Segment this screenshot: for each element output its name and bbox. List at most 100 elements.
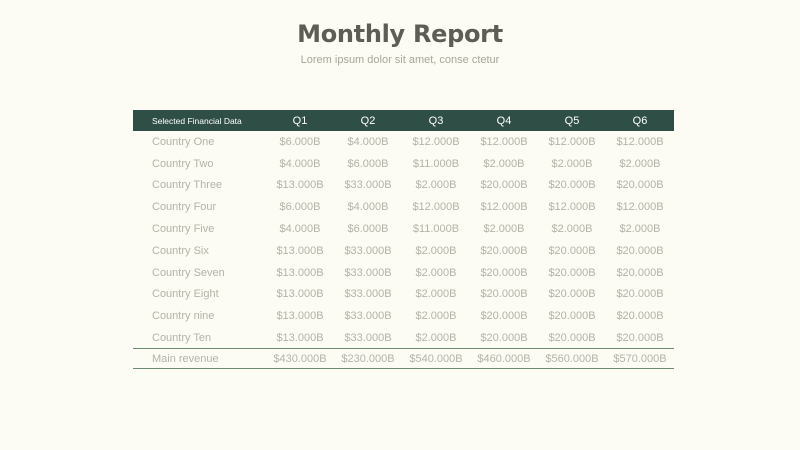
table-cell: $2.000B bbox=[415, 179, 457, 192]
table-cell: $6.000B bbox=[279, 135, 321, 148]
table-cell: $2.000B bbox=[551, 223, 593, 236]
table-cell: $2.000B bbox=[415, 266, 457, 279]
table-cell: $33.000B bbox=[344, 331, 392, 344]
table-cell: $20.000B bbox=[616, 288, 664, 301]
column-header-q3: Q3 bbox=[428, 114, 444, 127]
table-cell: $2.000B bbox=[483, 157, 525, 170]
table-cell: $33.000B bbox=[344, 179, 392, 192]
footer-cell: $430.000B bbox=[273, 352, 327, 365]
table-cell: $2.000B bbox=[415, 244, 457, 257]
table-cell: $20.000B bbox=[548, 244, 596, 257]
table-cell: $2.000B bbox=[619, 157, 661, 170]
table-cell: $33.000B bbox=[344, 266, 392, 279]
table-cell: $4.000B bbox=[347, 201, 389, 214]
table-body: Country One $6.000B $4.000B $12.000B $12.000… bbox=[133, 131, 674, 349]
table-cell: $13.000B bbox=[276, 288, 324, 301]
row-label: Country Six bbox=[152, 244, 209, 257]
column-header-q6: Q6 bbox=[632, 114, 648, 127]
table-cell: $6.000B bbox=[279, 201, 321, 214]
table-cell: $13.000B bbox=[276, 310, 324, 323]
row-label: Country nine bbox=[152, 310, 215, 323]
footer-cell: $560.000B bbox=[545, 352, 599, 365]
table-cell: $20.000B bbox=[480, 179, 528, 192]
table-cell: $6.000B bbox=[347, 157, 389, 170]
row-label: Country One bbox=[152, 135, 215, 148]
table-cell: $20.000B bbox=[480, 266, 528, 279]
table-cell: $6.000B bbox=[347, 223, 389, 236]
table-cell: $2.000B bbox=[415, 288, 457, 301]
row-label: Country Eight bbox=[152, 288, 219, 301]
table-cell: $12.000B bbox=[412, 135, 460, 148]
table-cell: $12.000B bbox=[480, 201, 528, 214]
table-cell: $2.000B bbox=[619, 223, 661, 236]
footer-cell: $540.000B bbox=[409, 352, 463, 365]
table-cell: $2.000B bbox=[415, 331, 457, 344]
table-row: Country Ten $13.000B $33.000B $2.000B $20.00… bbox=[133, 327, 674, 349]
table-cell: $20.000B bbox=[548, 310, 596, 323]
table-cell: $20.000B bbox=[548, 179, 596, 192]
row-label: Country Four bbox=[152, 201, 217, 214]
table-cell: $4.000B bbox=[279, 223, 321, 236]
table-cell: $20.000B bbox=[616, 266, 664, 279]
table-row: Country Four $6.000B $4.000B $12.000B $12.00… bbox=[133, 196, 674, 218]
table-cell: $20.000B bbox=[480, 244, 528, 257]
table-cell: $20.000B bbox=[480, 310, 528, 323]
table-cell: $12.000B bbox=[616, 135, 664, 148]
column-header-q5: Q5 bbox=[564, 114, 580, 127]
table-cell: $13.000B bbox=[276, 179, 324, 192]
table-row: Country One $6.000B $4.000B $12.000B $12.000… bbox=[133, 131, 674, 153]
table-cell: $4.000B bbox=[279, 157, 321, 170]
table-cell: $2.000B bbox=[483, 223, 525, 236]
table-cell: $20.000B bbox=[616, 310, 664, 323]
table-cell: $20.000B bbox=[616, 331, 664, 344]
table-row: Country nine $13.000B $33.000B $2.000B $20.0… bbox=[133, 305, 674, 327]
table-cell: $2.000B bbox=[551, 157, 593, 170]
table-cell: $13.000B bbox=[276, 331, 324, 344]
row-label: Country Two bbox=[152, 157, 214, 170]
table-cell: $2.000B bbox=[415, 310, 457, 323]
table-cell: $33.000B bbox=[344, 244, 392, 257]
table-cell: $20.000B bbox=[480, 288, 528, 301]
column-header-q4: Q4 bbox=[496, 114, 512, 127]
table-cell: $13.000B bbox=[276, 266, 324, 279]
table-cell: $33.000B bbox=[344, 310, 392, 323]
table-row: Country Three $13.000B $33.000B $2.000B $20.… bbox=[133, 175, 674, 197]
footer-cell: $230.000B bbox=[341, 352, 395, 365]
table-cell: $11.000B bbox=[412, 157, 460, 170]
table-row: Country Seven $13.000B $33.000B $2.000B $20.… bbox=[133, 262, 674, 284]
table-cell: $33.000B bbox=[344, 288, 392, 301]
table-row: Country Five $4.000B $6.000B $11.000B $2.000… bbox=[133, 218, 674, 240]
table-cell: $12.000B bbox=[412, 201, 460, 214]
table-row: Country Two $4.000B $6.000B $11.000B $2.000B… bbox=[133, 153, 674, 175]
table-footer-row: Main revenue $430.000B $230.000B $540.00… bbox=[133, 348, 674, 369]
row-label: Country Three bbox=[152, 179, 223, 192]
row-label: Country Seven bbox=[152, 266, 225, 279]
table-cell: $12.000B bbox=[548, 135, 596, 148]
table-cell: $20.000B bbox=[616, 179, 664, 192]
table-row: Country Six $13.000B $33.000B $2.000B $20.00… bbox=[133, 240, 674, 262]
table-cell: $12.000B bbox=[548, 201, 596, 214]
table-cell: $12.000B bbox=[480, 135, 528, 148]
table-cell: $12.000B bbox=[616, 201, 664, 214]
table-cell: $20.000B bbox=[616, 244, 664, 257]
footer-cell: $460.000B bbox=[477, 352, 531, 365]
table-cell: $20.000B bbox=[548, 331, 596, 344]
column-header-label: Selected Financial Data bbox=[152, 115, 242, 126]
table-header-row: Selected Financial Data Q1 Q2 Q3 Q4 Q5 Q… bbox=[133, 110, 674, 131]
footer-label: Main revenue bbox=[152, 352, 219, 365]
table-cell: $13.000B bbox=[276, 244, 324, 257]
row-label: Country Five bbox=[152, 223, 215, 236]
column-header-q2: Q2 bbox=[360, 114, 376, 127]
table-cell: $20.000B bbox=[548, 288, 596, 301]
table-cell: $4.000B bbox=[347, 135, 389, 148]
report-subtitle: Lorem ipsum dolor sit amet, conse ctetur bbox=[300, 54, 500, 66]
report-title: Monthly Report bbox=[297, 20, 503, 48]
column-header-q1: Q1 bbox=[292, 114, 308, 127]
footer-cell: $570.000B bbox=[613, 352, 667, 365]
financial-data-table: Selected Financial Data Q1 Q2 Q3 Q4 Q5 Q… bbox=[133, 110, 674, 369]
table-row: Country Eight $13.000B $33.000B $2.000B $20.… bbox=[133, 284, 674, 306]
row-label: Country Ten bbox=[152, 331, 212, 344]
table-cell: $20.000B bbox=[480, 331, 528, 344]
table-cell: $11.000B bbox=[412, 223, 460, 236]
table-cell: $20.000B bbox=[548, 266, 596, 279]
